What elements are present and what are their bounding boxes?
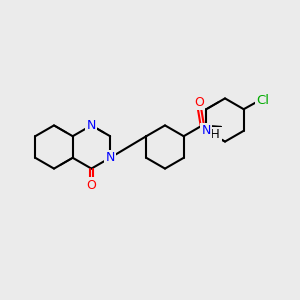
Text: O: O — [194, 95, 204, 109]
Text: Cl: Cl — [257, 94, 270, 107]
Text: N: N — [105, 151, 115, 164]
Text: O: O — [86, 178, 96, 192]
Text: N: N — [87, 119, 96, 132]
Text: NH: NH — [202, 128, 221, 142]
Text: N: N — [202, 124, 211, 137]
